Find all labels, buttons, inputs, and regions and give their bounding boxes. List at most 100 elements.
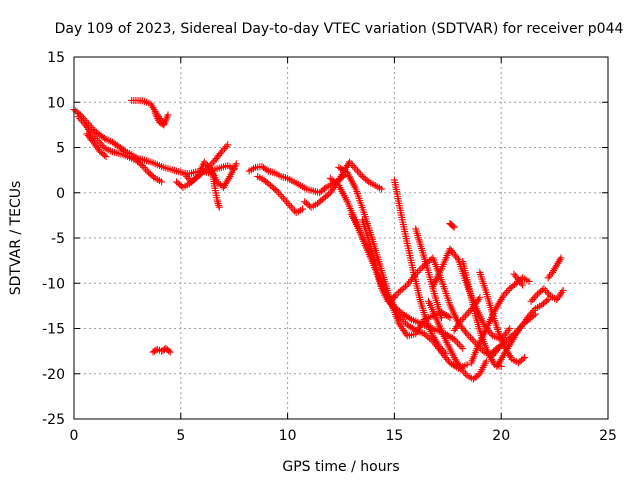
y-tick-label: -20	[42, 367, 65, 383]
y-tick-label: 15	[47, 50, 65, 66]
data-point-trail	[108, 148, 119, 156]
data-point-trail	[361, 213, 376, 243]
data-point-trail	[459, 260, 473, 290]
data-point-trail	[471, 296, 483, 309]
data-point	[378, 185, 386, 193]
data-point-trail	[546, 270, 555, 280]
data-point-trail	[448, 360, 461, 371]
data-point-trail	[451, 355, 464, 371]
y-tick-label: 10	[47, 95, 65, 111]
data-point	[506, 325, 514, 332]
y-axis-label: SDTVAR / TECUs	[8, 181, 24, 296]
data-point-trail	[548, 293, 559, 302]
data-point-trail	[485, 352, 498, 367]
data-point-trail	[115, 150, 125, 158]
data-point-trail	[91, 127, 102, 137]
x-tick-label: 10	[279, 428, 297, 444]
data-point-trail	[413, 263, 427, 276]
data-point-trail	[215, 179, 226, 190]
data-point-trail	[95, 138, 106, 150]
data-point-trail	[475, 332, 487, 348]
series-track-25	[467, 274, 533, 367]
data-point-trail	[477, 359, 489, 376]
data-point-trail	[354, 167, 365, 179]
data-point-trail	[287, 203, 299, 215]
data-point	[299, 205, 307, 213]
data-point-trail	[396, 283, 410, 295]
data-point	[395, 288, 403, 296]
data-point-trail	[134, 158, 145, 168]
data-point-trail	[146, 170, 158, 181]
data-point-trail	[423, 319, 436, 338]
data-point-trail	[529, 292, 540, 304]
data-point-trail	[367, 179, 377, 188]
series-track-17	[390, 176, 450, 358]
data-point-trail	[78, 113, 89, 124]
data-point	[521, 353, 529, 361]
data-point-trail	[422, 331, 435, 344]
x-tick-label: 25	[599, 428, 617, 444]
data-point-trail	[153, 175, 163, 185]
data-point	[420, 330, 428, 338]
data-point-trail	[449, 222, 457, 230]
data-point-trail	[419, 249, 432, 274]
data-point-trail	[116, 144, 128, 154]
data-point-trail	[527, 306, 538, 318]
data-point-trail	[396, 321, 410, 338]
data-point	[463, 361, 471, 369]
data-point	[476, 294, 484, 302]
data-point-trail	[494, 294, 506, 309]
data-point	[559, 286, 567, 294]
data-point-trail	[438, 328, 451, 347]
data-point-trail	[89, 131, 100, 142]
data-point-trail	[136, 97, 146, 105]
data-point-trail	[102, 145, 112, 154]
data-point-trail	[328, 176, 341, 188]
series-track-30	[544, 254, 565, 282]
data-point-trail	[212, 150, 224, 163]
data-point-trail	[507, 281, 519, 291]
data-point-trail	[489, 312, 502, 336]
data-point-trail	[91, 140, 102, 153]
data-point-trail	[491, 333, 503, 342]
data-point-trail	[410, 316, 422, 326]
data-point-trail	[404, 242, 417, 274]
data-point-trail	[379, 287, 391, 303]
data-point	[164, 111, 172, 119]
series-track-31	[510, 270, 527, 289]
series-track-12	[301, 158, 386, 211]
data-point-trail	[150, 346, 160, 355]
data-point-trail	[183, 172, 194, 184]
data-point-trail	[405, 272, 418, 287]
data-point-trail	[472, 314, 485, 339]
data-point-trail	[465, 332, 478, 345]
chart-title: Day 109 of 2023, Sidereal Day-to-day VTE…	[55, 21, 624, 37]
data-point-trail	[187, 169, 198, 177]
data-point-trail	[268, 183, 279, 194]
series-track-2	[74, 113, 166, 186]
data-point-trail	[104, 136, 114, 145]
data-point	[326, 174, 334, 182]
series-track-11	[254, 172, 307, 217]
data-point-trail	[539, 297, 551, 308]
data-point-trail	[194, 167, 204, 176]
data-point-trail	[483, 290, 496, 316]
data-point-trail	[401, 311, 414, 322]
data-point-trail	[359, 218, 372, 242]
data-point-trail	[417, 298, 430, 323]
series-track-29	[527, 285, 567, 305]
data-point	[158, 178, 166, 186]
data-point-trail	[535, 286, 546, 297]
data-point-trail	[143, 157, 153, 165]
x-tick-label: 0	[70, 428, 79, 444]
data-point	[463, 310, 471, 318]
data-point-trail	[305, 186, 315, 194]
data-point-trail	[445, 343, 457, 359]
data-point-trail	[391, 178, 404, 214]
data-point-trail	[254, 163, 264, 171]
series-track-14	[335, 163, 454, 340]
data-point-trail	[347, 160, 358, 171]
data-point-trail	[353, 187, 368, 216]
data-point-trail	[214, 198, 223, 209]
data-point-trail	[311, 188, 322, 196]
